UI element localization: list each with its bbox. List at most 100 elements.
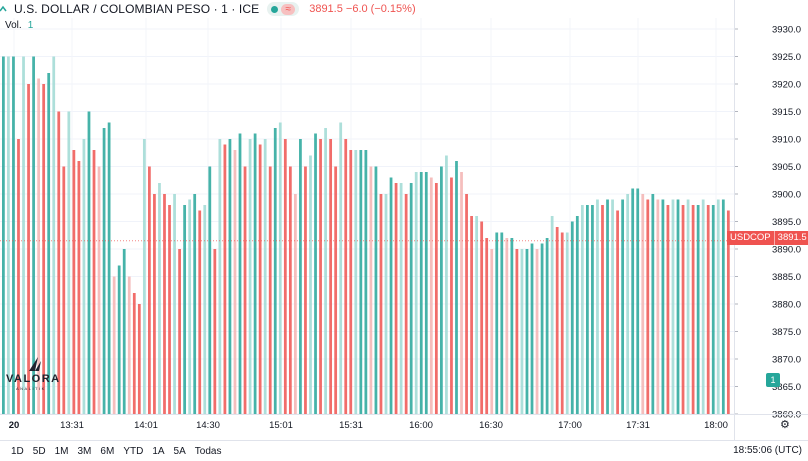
volume-bar [721,199,725,414]
price-axis-label: 3930.0 [772,25,801,36]
time-axis-label: 13:31 [60,420,84,431]
volume-bar [379,194,383,414]
volume-bar [575,216,579,414]
time-axis-label: 14:01 [134,420,158,431]
volume-bar [72,150,76,414]
volume-bar [228,139,232,414]
price-axis-label: 3885.0 [772,272,801,283]
volume-bar [701,199,705,414]
volume-bar [47,73,51,414]
volume-bar [440,166,443,414]
volume-bar [596,199,599,414]
volume-bar [188,199,192,414]
time-axis-label: 16:00 [409,420,433,431]
volume-bar [158,183,161,414]
range-5d[interactable]: 5D [32,445,46,457]
range-todas[interactable]: Todas [194,445,222,457]
range-ytd[interactable]: YTD [123,445,144,457]
volume-bar [268,166,272,414]
volume-bar [344,139,348,414]
volume-legend[interactable]: Vol. 1 [5,20,33,31]
volume-bar [67,111,71,414]
last-price-tag: USDCOP 3891.5 [727,231,808,245]
market-status-pill[interactable]: ≈ [267,2,300,16]
price-axis-label: 3890.0 [772,245,801,256]
volume-bar [369,166,373,414]
volume-bar [142,139,146,414]
volume-bar [319,139,322,414]
volume-bar [696,205,700,414]
volume-bar [273,128,277,414]
range-6m[interactable]: 6M [100,445,115,457]
range-1m[interactable]: 1M [54,445,69,457]
symbol-title[interactable]: U.S. DOLLAR / COLOMBIAN PESO · 1 · ICE [14,2,260,16]
time-axis-label: 17:00 [558,420,582,431]
volume-bar [404,194,408,414]
volume-bar [12,56,15,414]
price-chart[interactable]: 3930.0 3925.0 3920.0 3915.0 3910.0 3905.0 3900… [0,0,808,440]
volume-bar [163,194,166,414]
volume-bar [399,183,403,414]
volume-bar [137,304,141,414]
range-3m[interactable]: 3M [77,445,92,457]
volume-bar [223,144,227,414]
volume-bar [591,205,594,414]
volume-bar [711,205,715,414]
range-5a[interactable]: 5A [173,445,186,457]
price-axis-label: 3880.0 [772,300,801,311]
volume-bar [309,155,312,414]
volume-bar [364,150,368,414]
volume-bar [339,122,343,414]
volume-bar [520,249,524,414]
volume-bar [288,166,292,414]
range-1a[interactable]: 1A [152,445,165,457]
volume-bar [480,221,484,414]
volume-bar [102,128,106,414]
volume-bar [485,238,489,414]
volume-bar [193,194,197,414]
volume-bar [641,194,645,414]
chart-settings-gear-icon[interactable]: ⚙ [780,419,790,431]
volume-bar [686,199,690,414]
range-selector: 1D 5D 1M 3M 6M YTD 1A 5A Todas [11,446,221,457]
volume-bar [198,210,202,414]
price-quote: 3891.5 −6.0 (−0.15%) [309,3,416,15]
collapse-chevron-icon[interactable] [0,2,10,16]
volume-bar [314,133,317,414]
logo-word: VALORA [6,373,61,385]
volume-bar [586,205,589,414]
volume-bar [349,150,353,414]
price-axis-label: 3905.0 [772,162,801,173]
volume-bar [490,249,494,414]
volume-bar [183,205,187,414]
volume-bar [409,183,413,414]
valora-mark-icon [29,357,41,371]
volume-bar [258,144,262,414]
volume-bar [62,166,66,414]
volume-bar [475,216,479,414]
symbol-tag-label: USDCOP [730,232,771,243]
volume-bar [470,216,473,414]
volume-bar [127,276,131,414]
volume-bar [716,199,720,414]
volume-bar [77,161,81,414]
time-axis-label: 20 [9,420,20,431]
volume-bar [32,56,35,414]
price-axis-label: 3920.0 [772,80,801,91]
volume-bar [374,166,378,414]
volume-bar [560,232,564,414]
volume-bar [97,166,101,414]
utc-clock[interactable]: 18:55:06 (UTC) [733,445,802,456]
price-axis-label: 3895.0 [772,217,801,228]
volume-bar [580,205,584,414]
volume-bar [570,221,574,414]
volume-bar [530,243,534,414]
range-1d[interactable]: 1D [11,445,24,457]
volume-bar [359,150,363,414]
volume-bar [606,199,609,414]
volume-bar [107,122,111,414]
volume-bar [465,194,468,414]
volume-bar [611,199,614,414]
volume-label: Vol. [5,20,22,31]
volume-bar [525,249,529,414]
